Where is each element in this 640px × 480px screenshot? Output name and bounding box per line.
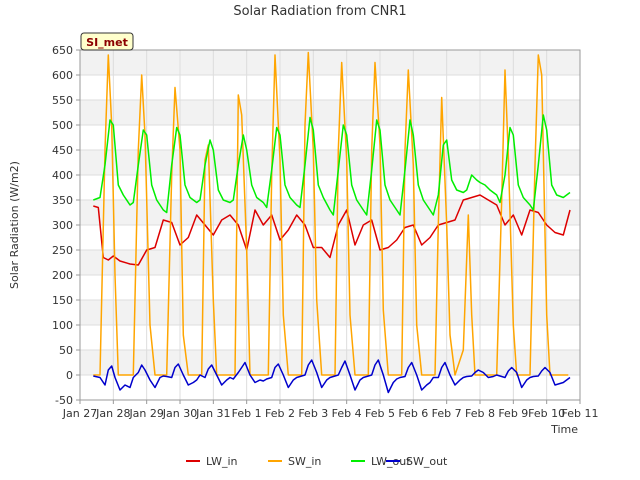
y-tick-label: 350 [52,194,73,207]
y-tick-label: 300 [52,219,73,232]
plot-band [80,325,580,350]
x-tick-label: Feb 6 [398,407,428,420]
series-line-lw-in [93,194,571,266]
x-tick-label: Feb 7 [432,407,462,420]
plot-band [80,300,580,325]
y-tick-label: 50 [59,344,73,357]
plot-band [80,225,580,250]
x-tick-label: Feb 3 [298,407,328,420]
y-tick-label: 550 [52,94,73,107]
y-tick-label: 250 [52,244,73,257]
x-tick-label: Feb 4 [332,407,362,420]
x-tick-label: Feb 8 [465,407,495,420]
y-tick-labels: -50 0 50 100 150 200 250 300 350 400 450 500 550 600 6… [52,44,73,407]
y-tick-label: 400 [52,169,73,182]
x-tick-label: Jan 29 [128,407,163,420]
plot-band [80,200,580,225]
y-axis-label: Solar Radiation (W/m2) [8,161,21,289]
series-line-lw-out [93,114,571,216]
x-tick-label: Jan 30 [162,407,197,420]
plot-band [80,50,580,75]
legend-label: SW_in [288,455,321,468]
x-tick-label: Feb 11 [562,407,599,420]
x-tick-label: Feb 1 [232,407,262,420]
plot-band [80,250,580,275]
y-tick-label: -50 [55,394,73,407]
x-tick-label: Jan 28 [95,407,130,420]
y-tick-label: 450 [52,144,73,157]
station-badge-box [80,32,134,51]
y-tick-label: 100 [52,319,73,332]
plot-band [80,375,580,400]
y-tick-label: 650 [52,44,73,57]
y-tick-label: 150 [52,294,73,307]
y-tick-label: 0 [66,369,73,382]
station-badge: SI_met [80,32,134,51]
x-tick-label: Jan 27 [62,407,97,420]
plot-band [80,150,580,175]
chart-title: Solar Radiation from CNR1 [233,4,406,19]
y-tick-label: 200 [52,269,73,282]
x-tick-label: Jan 31 [195,407,230,420]
y-tick-label: 600 [52,69,73,82]
x-tick-label: Feb 5 [365,407,395,420]
plot-band [80,275,580,300]
axes [76,49,581,404]
plot-band [80,75,580,100]
y-tick-label: 500 [52,119,73,132]
x-tick-label: Feb 10 [528,407,565,420]
legend-label: LW_in [206,455,238,468]
x-axis-label: Time [550,423,578,436]
plot-band [80,100,580,125]
plot-band [80,125,580,150]
series-line-sw-out [93,359,571,394]
legend-label: SW_out [406,455,448,468]
x-tick-label: Feb 9 [498,407,528,420]
x-tick-label: Feb 2 [265,407,295,420]
station-badge-label: SI_met [86,36,128,49]
series-layer [93,51,571,394]
